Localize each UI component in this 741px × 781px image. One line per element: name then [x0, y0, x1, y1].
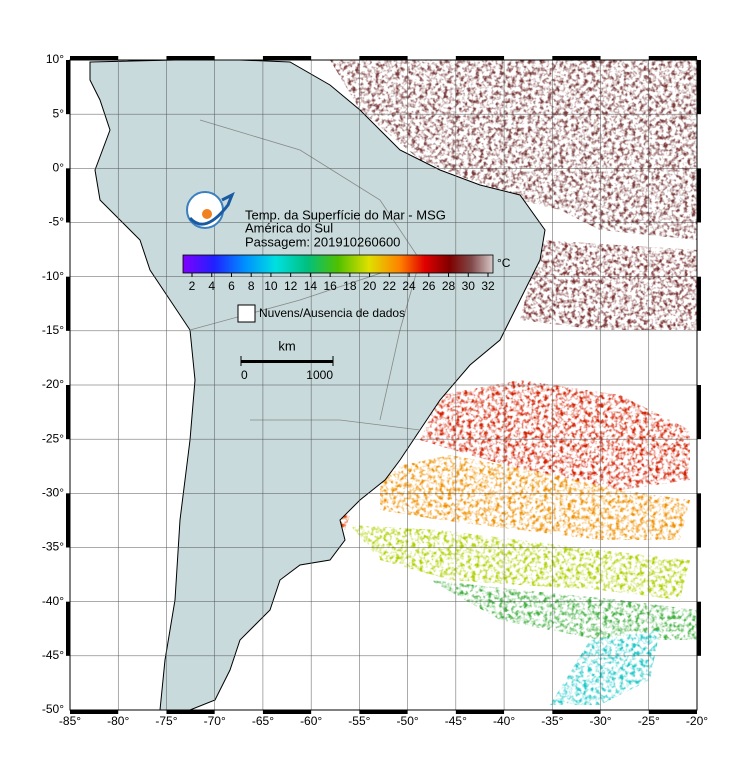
colorbar-tick-label: 20 — [363, 279, 377, 293]
frame-segment — [166, 710, 215, 714]
lat-tick-label: -45° — [42, 648, 64, 662]
region: América do Sul — [245, 220, 333, 235]
colorbar-tick-label: 4 — [208, 279, 215, 293]
frame-segment — [648, 56, 697, 60]
sst-warm-band — [520, 240, 697, 330]
lon-tick-label: -30° — [589, 714, 611, 728]
lon-tick-label: -45° — [445, 714, 467, 728]
title: Temp. da Superfície do Mar - MSG — [245, 207, 446, 222]
scale-tick-label: 1000 — [306, 368, 333, 382]
colorbar-tick-label: 18 — [343, 279, 357, 293]
frame-segment — [359, 56, 408, 60]
frame-segment — [66, 60, 70, 115]
lat-tick-label: -20° — [42, 377, 64, 391]
sst-yellow — [350, 525, 690, 600]
lon-tick-label: -50° — [397, 714, 419, 728]
colorbar-tick-label: 2 — [189, 279, 196, 293]
lon-tick-label: -85° — [59, 714, 81, 728]
frame-segment — [359, 710, 408, 714]
frame-segment — [66, 168, 70, 223]
pass: Passagem: 201910260600 — [245, 234, 400, 249]
logo-arrow — [188, 191, 235, 226]
lon-tick-label: -25° — [638, 714, 660, 728]
sst-cyan — [550, 630, 660, 705]
colorbar-tick-label: 26 — [422, 279, 436, 293]
lat-tick-label: -40° — [42, 594, 64, 608]
lat-tick-label: 10° — [46, 52, 64, 66]
frame-segment — [66, 601, 70, 656]
lon-tick-label: -35° — [541, 714, 563, 728]
lat-tick-label: 0° — [53, 161, 65, 175]
lon-tick-label: -70° — [204, 714, 226, 728]
scale-tick-label: 0 — [241, 368, 248, 382]
lon-tick-label: -75° — [155, 714, 177, 728]
frame-segment — [697, 60, 701, 115]
logo — [186, 191, 235, 229]
lat-tick-label: -15° — [42, 323, 64, 337]
frame-segment — [70, 56, 119, 60]
sst-green — [430, 580, 697, 640]
lat-tick-label: 5° — [53, 106, 65, 120]
cloud-swatch — [237, 304, 256, 323]
lat-tick-label: -35° — [42, 540, 64, 554]
colorbar-tick-label: 28 — [442, 279, 456, 293]
colorbar-tick-label: 6 — [228, 279, 235, 293]
lon-tick-label: -60° — [300, 714, 322, 728]
lon-tick-label: -55° — [348, 714, 370, 728]
colorbar-tick-label: 30 — [462, 279, 476, 293]
frame-segment — [166, 56, 215, 60]
colorbar-unit: °C — [497, 256, 511, 270]
frame-segment — [648, 710, 697, 714]
lat-tick-label: -30° — [42, 486, 64, 500]
colorbar-tick-label: 10 — [264, 279, 278, 293]
frame-segment — [552, 56, 601, 60]
colorbar-tick-label: 32 — [481, 279, 495, 293]
frame-segment — [455, 56, 505, 60]
frame-segment — [262, 56, 312, 60]
cloud-legend: Nuvens/Ausencia de dados — [259, 306, 405, 320]
frame-segment — [262, 710, 312, 714]
scale-bar — [241, 360, 333, 363]
lat-tick-label: -10° — [42, 269, 64, 283]
frame-segment — [66, 385, 70, 440]
colorbar-tick-label: 16 — [323, 279, 337, 293]
lon-tick-label: -80° — [107, 714, 129, 728]
sst-red — [420, 380, 690, 490]
lat-tick-label: -5° — [49, 215, 65, 229]
frame-segment — [66, 276, 70, 331]
colorbar-tick-label: 8 — [248, 279, 255, 293]
frame-segment — [697, 601, 701, 656]
logo-dot — [202, 209, 212, 219]
frame-segment — [552, 710, 601, 714]
colorbar-tick-label: 14 — [304, 279, 318, 293]
frame-segment — [66, 493, 70, 548]
colorbar-tick-label: 12 — [284, 279, 298, 293]
lon-tick-label: -65° — [252, 714, 274, 728]
colorbar-tick-label: 22 — [383, 279, 397, 293]
lat-tick-label: -25° — [42, 431, 64, 445]
frame-segment — [697, 385, 701, 440]
colorbar — [182, 254, 494, 274]
frame-segment — [697, 493, 701, 548]
scale-unit: km — [278, 338, 295, 353]
frame-segment — [70, 710, 119, 714]
colorbar-tick-label: 24 — [402, 279, 416, 293]
lat-tick-label: -50° — [42, 702, 64, 716]
frame-segment — [697, 168, 701, 223]
sst-orange — [380, 455, 690, 540]
sst-warm-north — [330, 60, 697, 240]
frame-segment — [455, 710, 505, 714]
lon-tick-label: -20° — [686, 714, 708, 728]
frame-segment — [697, 276, 701, 331]
lon-tick-label: -40° — [493, 714, 515, 728]
